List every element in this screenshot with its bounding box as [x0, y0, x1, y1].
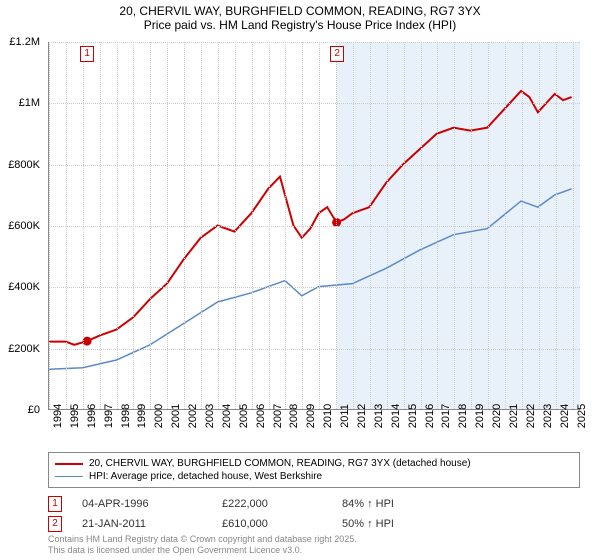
x-tick-label: 2006 [255, 404, 267, 428]
y-tick-label: £400K [8, 281, 40, 293]
transaction-row-1: 1 04-APR-1996 £222,000 84% ↑ HPI [48, 494, 580, 514]
x-tick-label: 2012 [356, 404, 368, 428]
x-tick-label: 1994 [52, 404, 64, 428]
legend-swatch-hpi [55, 476, 83, 477]
x-tick-label: 2013 [373, 404, 385, 428]
attribution-line-1: Contains HM Land Registry data © Crown c… [48, 534, 357, 545]
x-tick-label: 2015 [407, 404, 419, 428]
transaction-date-1: 04-APR-1996 [82, 498, 202, 510]
title-line-1: 20, CHERVIL WAY, BURGHFIELD COMMON, READ… [0, 4, 600, 18]
attribution-line-2: This data is licensed under the Open Gov… [48, 545, 357, 556]
x-axis-labels: 1994199519961997199819992000200120022003… [48, 414, 580, 456]
x-tick-label: 2008 [288, 404, 300, 428]
x-tick-label: 2005 [238, 404, 250, 428]
x-tick-label: 2018 [457, 404, 469, 428]
x-tick-label: 2003 [204, 404, 216, 428]
y-tick-label: £800K [8, 159, 40, 171]
x-tick-label: 2016 [424, 404, 436, 428]
legend-label-price-paid: 20, CHERVIL WAY, BURGHFIELD COMMON, READ… [89, 458, 471, 469]
legend-item-price-paid: 20, CHERVIL WAY, BURGHFIELD COMMON, READ… [55, 457, 573, 470]
transaction-marker-1: 1 [48, 496, 62, 512]
x-tick-label: 2021 [508, 404, 520, 428]
x-tick-label: 2020 [491, 404, 503, 428]
x-tick-label: 1995 [69, 404, 81, 428]
x-tick-label: 2019 [474, 404, 486, 428]
transaction-point-1 [83, 337, 91, 345]
transaction-price-2: £610,000 [222, 518, 322, 530]
title-line-2: Price paid vs. HM Land Registry's House … [0, 18, 600, 32]
x-tick-label: 2001 [170, 404, 182, 428]
attribution: Contains HM Land Registry data © Crown c… [48, 534, 357, 556]
series-line-hpi [49, 189, 572, 369]
x-tick-label: 2011 [339, 404, 351, 428]
legend-label-hpi: HPI: Average price, detached house, West… [89, 471, 322, 482]
x-tick-label: 2017 [440, 404, 452, 428]
chart-container: 20, CHERVIL WAY, BURGHFIELD COMMON, READ… [0, 0, 600, 560]
x-tick-label: 2004 [221, 404, 233, 428]
x-tick-label: 2022 [525, 404, 537, 428]
y-tick-label: £600K [8, 220, 40, 232]
legend-item-hpi: HPI: Average price, detached house, West… [55, 470, 573, 483]
transaction-hpi-2: 50% ↑ HPI [342, 518, 442, 530]
chart-title: 20, CHERVIL WAY, BURGHFIELD COMMON, READ… [0, 0, 600, 34]
x-tick-label: 1998 [120, 404, 132, 428]
transaction-marker-2: 2 [48, 516, 62, 532]
transaction-table: 1 04-APR-1996 £222,000 84% ↑ HPI 2 21-JA… [48, 494, 580, 534]
x-tick-label: 2024 [559, 404, 571, 428]
transaction-price-1: £222,000 [222, 498, 322, 510]
x-tick-label: 2009 [305, 404, 317, 428]
x-tick-label: 2000 [153, 404, 165, 428]
transaction-flag-1: 1 [80, 46, 94, 62]
y-tick-label: £0 [28, 404, 40, 416]
transaction-flag-2: 2 [330, 46, 344, 62]
plot-area: 12 [48, 42, 580, 410]
x-tick-label: 1996 [86, 404, 98, 428]
transaction-row-2: 2 21-JAN-2011 £610,000 50% ↑ HPI [48, 514, 580, 534]
x-tick-label: 2025 [576, 404, 588, 428]
y-axis-labels: £0£200K£400K£600K£800K£1M£1.2M [0, 42, 44, 410]
legend-swatch-price-paid [55, 463, 83, 465]
x-tick-label: 2014 [390, 404, 402, 428]
x-tick-label: 2002 [187, 404, 199, 428]
x-tick-label: 1997 [103, 404, 115, 428]
series-line-price_paid [49, 91, 572, 345]
x-tick-label: 1999 [136, 404, 148, 428]
y-tick-label: £1.2M [9, 36, 40, 48]
transaction-hpi-1: 84% ↑ HPI [342, 498, 442, 510]
legend: 20, CHERVIL WAY, BURGHFIELD COMMON, READ… [48, 452, 580, 488]
x-tick-label: 2023 [542, 404, 554, 428]
x-tick-label: 2007 [272, 404, 284, 428]
y-tick-label: £1M [19, 97, 40, 109]
x-tick-label: 2010 [322, 404, 334, 428]
transaction-date-2: 21-JAN-2011 [82, 518, 202, 530]
y-tick-label: £200K [8, 343, 40, 355]
